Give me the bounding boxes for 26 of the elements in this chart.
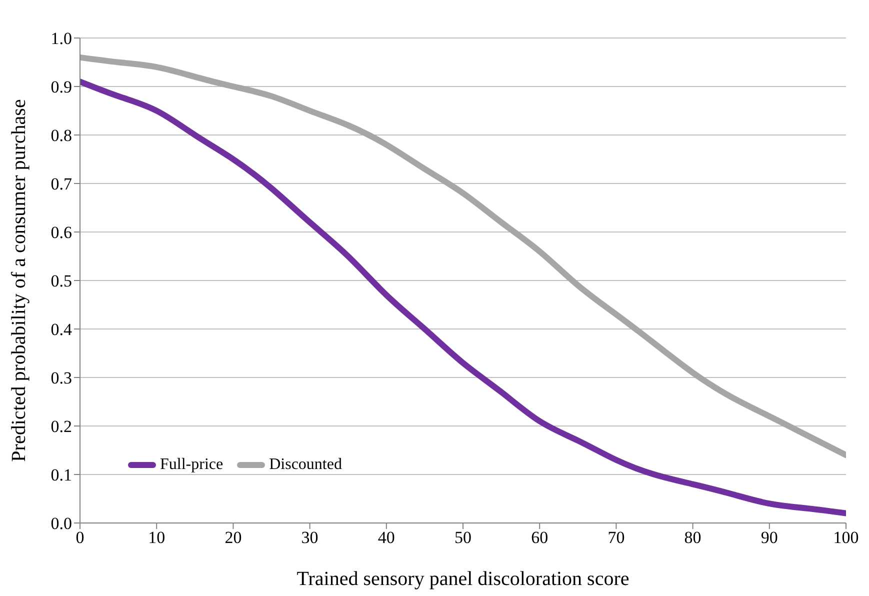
x-tick-label: 0 (76, 528, 84, 548)
y-tick-label: 0.8 (50, 126, 72, 146)
legend-label: Discounted (268, 456, 342, 474)
x-tick-label: 100 (833, 528, 859, 548)
x-tick-label: 80 (684, 528, 702, 548)
y-tick-label: 0.2 (50, 417, 72, 436)
x-tick-label: 40 (378, 528, 395, 548)
x-tick-label: 90 (760, 528, 778, 548)
x-tick-label: 70 (608, 528, 625, 548)
x-tick-label: 20 (224, 528, 242, 548)
legend-label: Full-price (159, 456, 224, 474)
y-axis-title: Predicted probability of a consumer purchase (8, 99, 30, 462)
y-tick-label: 0.5 (50, 272, 72, 291)
y-tick-label: 1.0 (50, 29, 72, 48)
x-tick-label: 60 (531, 528, 548, 548)
x-axis-title: Trained sensory panel discoloration score (296, 568, 630, 590)
y-tick-label: 0.1 (50, 466, 72, 485)
x-tick-label: 30 (301, 528, 318, 548)
y-tick-label: 0.3 (50, 368, 72, 388)
x-tick-label: 10 (148, 528, 166, 548)
y-tick-label: 0.6 (50, 223, 72, 242)
y-tick-label: 0.7 (50, 174, 72, 194)
y-tick-label: 0.9 (50, 78, 72, 97)
y-tick-label: 0.0 (50, 514, 72, 534)
y-tick-label: 0.4 (50, 320, 72, 340)
x-tick-label: 50 (454, 528, 472, 548)
